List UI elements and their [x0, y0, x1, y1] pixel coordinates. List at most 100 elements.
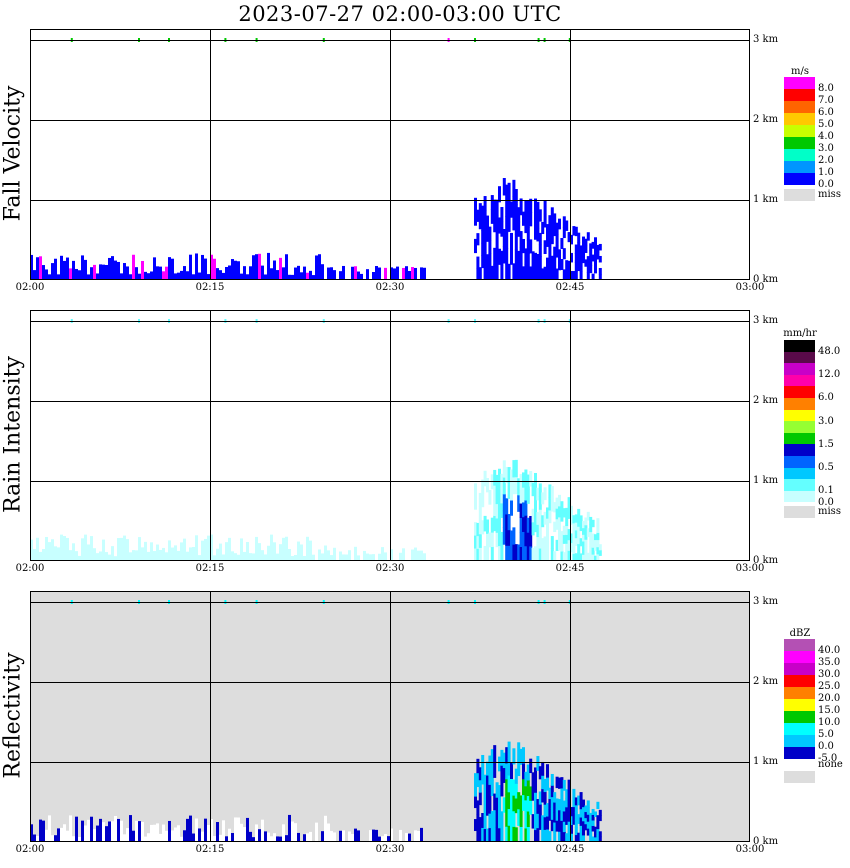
- drizzle-cell: [81, 538, 84, 560]
- shower-cell: [565, 525, 569, 535]
- plot-area: [30, 310, 750, 561]
- shower-cell: [574, 834, 578, 841]
- shower-cell: [553, 502, 557, 513]
- shower-cell: [486, 478, 489, 493]
- shower-cell: [586, 807, 590, 815]
- y-tick-label: 1 km: [753, 194, 779, 205]
- drizzle-cell: [201, 540, 204, 560]
- drizzle-cell: [138, 273, 141, 279]
- drizzle-cell: [213, 836, 216, 841]
- drizzle-cell: [324, 545, 327, 560]
- shower-cell: [505, 747, 509, 764]
- colorbar-label: 2.0: [818, 155, 834, 166]
- drizzle-cell: [66, 257, 69, 279]
- drizzle-cell: [186, 551, 189, 560]
- drizzle-cell: [414, 547, 417, 560]
- shower-cell: [591, 547, 595, 555]
- shower-cell: [526, 811, 530, 828]
- shower-cell: [596, 821, 600, 830]
- drizzle-cell: [270, 268, 273, 279]
- shower-cell: [531, 265, 535, 279]
- drizzle-cell: [321, 553, 324, 560]
- colorbar-swatch: [784, 125, 815, 137]
- shower-cell: [536, 827, 540, 841]
- drizzle-cell: [189, 547, 192, 560]
- drizzle-cell: [63, 260, 66, 279]
- shower-cell: [517, 544, 521, 560]
- drizzle-cell: [201, 254, 204, 279]
- drizzle-cell: [105, 826, 108, 841]
- shower-cell: [550, 267, 554, 279]
- drizzle-cell: [111, 256, 114, 279]
- drizzle-cell: [348, 550, 351, 560]
- shower-cell: [594, 539, 597, 546]
- shower-cell: [582, 834, 585, 841]
- shower-cell: [591, 836, 595, 841]
- y-tick-label: 1 km: [753, 475, 779, 486]
- shower-cell: [500, 811, 504, 828]
- shower-cell: [591, 241, 595, 249]
- drizzle-cell: [285, 835, 288, 841]
- drizzle-cell: [75, 816, 78, 841]
- shower-cell: [572, 545, 576, 554]
- shower-cell: [558, 538, 561, 551]
- shower-cell: [570, 270, 573, 279]
- shower-cell: [517, 478, 521, 496]
- shower-cell: [524, 515, 528, 532]
- shower-cell: [522, 211, 525, 226]
- colorbar-swatch: [784, 479, 815, 491]
- drizzle-cell: [270, 836, 273, 841]
- shower-cell: [529, 470, 533, 487]
- shower-cell: [567, 497, 571, 509]
- shower-cell: [495, 263, 499, 279]
- drizzle-cell: [333, 832, 336, 841]
- drizzle-cell: [135, 267, 138, 279]
- shower-cell: [529, 212, 533, 227]
- drizzle-cell: [66, 830, 69, 841]
- shower-cell: [490, 195, 494, 210]
- drizzle-cell: [234, 817, 237, 841]
- x-tick-label: 02:15: [195, 563, 225, 574]
- colorbar-swatch: [784, 771, 815, 783]
- shower-cell: [584, 517, 588, 526]
- shower-cell: [534, 792, 537, 806]
- shower-cell: [550, 548, 554, 560]
- drizzle-cell: [156, 544, 159, 560]
- shower-cell: [514, 234, 518, 251]
- shower-cell: [536, 756, 540, 771]
- shower-cell: [524, 827, 528, 841]
- drizzle-cell: [369, 554, 372, 560]
- drizzle-cell: [234, 553, 237, 560]
- drizzle-cell: [54, 835, 57, 841]
- colorbar-label: 5.0: [818, 119, 834, 130]
- shower-cell: [562, 552, 566, 560]
- shower-cell: [584, 524, 588, 533]
- shower-cell: [519, 826, 523, 841]
- drizzle-cell: [264, 554, 267, 560]
- shower-cell: [517, 792, 521, 810]
- drizzle-cell: [144, 836, 147, 841]
- shower-cell: [538, 816, 542, 830]
- shower-cell: [548, 798, 552, 810]
- drizzle-cell: [297, 541, 300, 560]
- shower-cell: [567, 270, 571, 279]
- colorbar-label: 20.0: [818, 693, 841, 704]
- shower-cell: [486, 547, 489, 560]
- drizzle-cell: [240, 273, 243, 279]
- drizzle-cell: [381, 836, 384, 841]
- colorbar-swatch: [784, 113, 815, 125]
- drizzle-cell: [222, 272, 225, 279]
- drizzle-cell: [237, 261, 240, 279]
- shower-cell: [591, 273, 595, 279]
- drizzle-cell: [198, 828, 201, 841]
- shower-cell: [596, 532, 600, 541]
- shower-cell: [522, 778, 525, 796]
- shower-cell: [567, 831, 571, 841]
- shower-cell: [478, 767, 482, 781]
- drizzle-cell: [339, 271, 342, 279]
- shower-cell: [534, 225, 537, 240]
- shower-cell: [478, 520, 482, 535]
- shower-cell: [500, 826, 504, 841]
- drizzle-cell: [180, 270, 183, 279]
- shower-cell: [548, 809, 552, 821]
